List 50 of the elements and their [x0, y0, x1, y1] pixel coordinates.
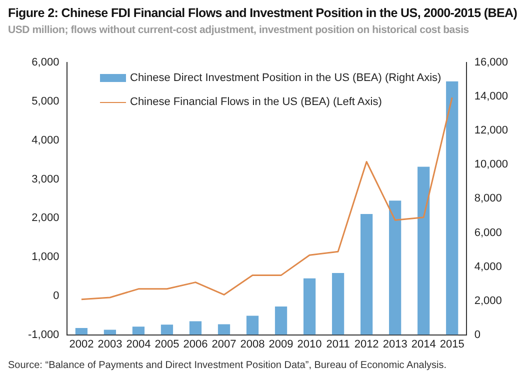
bar — [75, 328, 88, 335]
x-tick-label: 2007 — [212, 338, 236, 350]
x-tick-label: 2003 — [98, 338, 122, 350]
x-tick-label: 2011 — [326, 338, 350, 350]
bar — [104, 330, 116, 335]
y-tick-label: 3,000 — [32, 173, 60, 186]
chart-subtitle: USD million; flows without current-cost adjustment, investment position on historical cost basis — [8, 24, 469, 36]
bar — [274, 306, 288, 335]
bar — [303, 278, 316, 335]
bar — [132, 326, 145, 335]
y2-tick-label: 2,000 — [474, 294, 502, 307]
x-tick-label: 2012 — [354, 338, 379, 350]
y2-tick-label: 8,000 — [474, 192, 502, 205]
x-tick-label: 2002 — [69, 338, 94, 350]
y-tick-label: 0 — [53, 290, 60, 302]
bar — [218, 324, 230, 335]
x-tick-label: 2014 — [411, 338, 436, 350]
bar — [246, 316, 259, 335]
bar — [332, 273, 344, 335]
y2-tick-label: 4,000 — [474, 260, 502, 273]
y-tick-label: 5,000 — [32, 96, 60, 108]
y2-tick-label: 12,000 — [474, 124, 508, 137]
y-tick-label: 4,000 — [32, 134, 60, 146]
source-note: Source: “Balance of Payments and Direct Investment Position Data”, Bureau of Economic Analysis. — [8, 360, 447, 371]
x-tick-label: 2004 — [126, 338, 151, 350]
bar — [446, 81, 458, 335]
legend-label: Chinese Direct Investment Position in the US (BEA) (Right Axis) — [130, 72, 442, 84]
chart-title: Figure 2: Chinese FDI Financial Flows and Investment Position in the US, 2000-2015 (BEA) — [8, 6, 518, 20]
x-tick-label: 2013 — [382, 338, 408, 350]
y2-tick-label: 0 — [474, 328, 480, 341]
x-tick-label: 2008 — [240, 338, 265, 350]
y-tick-label: -1,000 — [28, 328, 60, 341]
y2-tick-label: 6,000 — [474, 226, 502, 239]
bar — [160, 324, 174, 335]
y-tick-label: 1,000 — [32, 251, 60, 264]
y-tick-label: 6,000 — [32, 56, 60, 69]
x-tick-label: 2015 — [440, 338, 464, 350]
y2-tick-label: 14,000 — [474, 90, 508, 103]
legend-label: Chinese Financial Flows in the US (BEA) (Left Axis) — [130, 96, 382, 108]
y2-tick-label: 10,000 — [474, 158, 508, 171]
x-tick-label: 2009 — [268, 338, 294, 350]
bar — [389, 200, 402, 335]
bar — [418, 166, 430, 335]
x-tick-label: 2010 — [297, 338, 322, 350]
bar — [189, 321, 202, 335]
y2-tick-label: 16,000 — [474, 56, 508, 69]
x-tick-label: 2005 — [154, 338, 180, 350]
x-tick-label: 2006 — [183, 338, 208, 350]
y-tick-label: 2,000 — [32, 212, 60, 224]
bar — [360, 214, 373, 335]
